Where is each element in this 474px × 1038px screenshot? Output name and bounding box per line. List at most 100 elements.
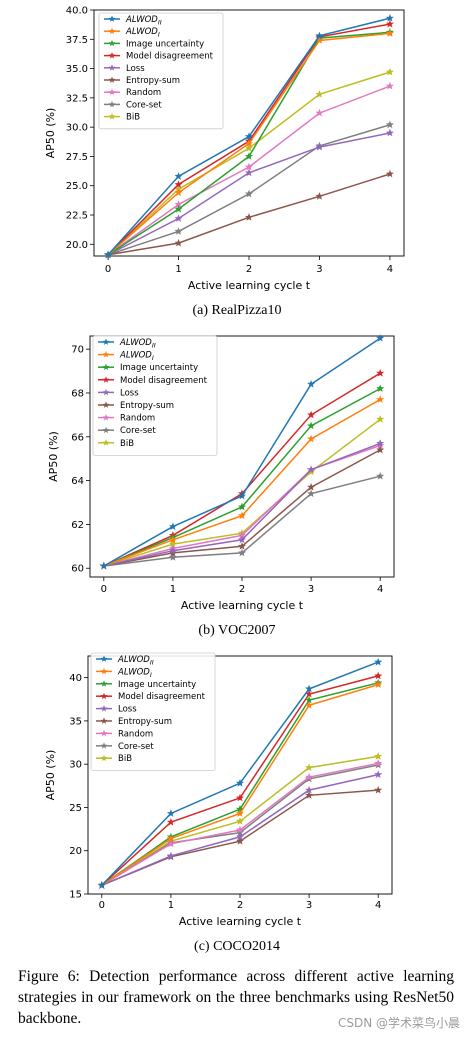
data-point-entropy-sum (238, 542, 246, 550)
x-tick-label: 4 (387, 264, 393, 275)
data-point-random (385, 81, 394, 90)
data-point-alwod-ii (104, 250, 113, 259)
series-alwod-ii (104, 14, 394, 259)
data-point-alwod-i (245, 139, 253, 147)
data-point-random (315, 108, 324, 117)
x-tick-label: 1 (175, 264, 181, 275)
x-tick-label: 3 (316, 264, 322, 275)
data-point-loss (166, 851, 175, 860)
data-point-random (238, 531, 246, 539)
data-point-model-disagreement (236, 793, 244, 802)
data-point-loss (238, 535, 246, 544)
data-point-alwod-i (168, 535, 177, 544)
data-point-alwod-i (166, 834, 175, 842)
data-point-bib (315, 90, 324, 98)
series-entropy-sum (104, 169, 394, 259)
x-tick-label: 2 (237, 900, 243, 911)
data-point-alwod-i (307, 434, 316, 443)
data-point-image-uncertainty (305, 695, 314, 704)
figure-caption: Figure 6: Detection performance across d… (18, 968, 454, 1027)
y-tick-label: 25.0 (66, 181, 88, 192)
x-tick-label: 4 (375, 900, 381, 911)
y-tick-label: 70 (71, 345, 84, 356)
watermark: CSDN @学术菜鸟小晨 (337, 1016, 460, 1030)
legend-marker-image-uncertainty (100, 680, 108, 687)
data-point-loss (305, 785, 314, 794)
data-point-model-disagreement (305, 689, 314, 698)
data-point-alwod-ii (385, 14, 394, 22)
data-point-image-uncertainty (307, 421, 316, 430)
legend-marker-entropy-sum (108, 76, 116, 83)
data-point-bib (385, 67, 394, 76)
legend-label-bib: BiB (120, 439, 134, 449)
legend-marker-image-uncertainty (102, 363, 110, 371)
legend-label-loss: Loss (118, 705, 137, 715)
data-point-random (236, 825, 244, 834)
legend-label-alwod-ii: ALWODII (119, 338, 156, 350)
data-point-bib (236, 817, 244, 825)
subcaption-a: (a) RealPizza10 (192, 303, 282, 318)
x-tick-label: 1 (168, 900, 174, 911)
x-tick-label: 4 (377, 584, 383, 595)
y-tick-label: 30 (69, 760, 82, 771)
legend-marker-loss (102, 388, 110, 396)
x-tick-label: 0 (99, 900, 105, 911)
data-point-alwod-ii (236, 779, 244, 787)
legend-marker-core-set (100, 742, 108, 749)
legend-marker-alwod-ii (108, 15, 116, 22)
data-point-bib (376, 415, 385, 423)
legend-label-model-disagreement: Model disagreement (126, 52, 214, 62)
y-axis-label: AP50 (%) (44, 108, 57, 159)
legend-marker-core-set (102, 426, 110, 434)
legend-marker-alwod-ii (100, 655, 108, 662)
data-point-loss (245, 168, 253, 177)
data-point-entropy-sum (374, 785, 383, 794)
data-point-loss (374, 770, 383, 778)
y-axis-label: AP50 (%) (44, 750, 57, 801)
legend-label-entropy-sum: Entropy-sum (126, 76, 180, 86)
chart-realpizza10: 0 1 2 3 4 20.0 22.5 25.0 27.5 30.0 32.5 35.0 37.5 40.… (44, 6, 405, 292)
x-axis-label: Active learning cycle t (188, 279, 311, 292)
data-point-alwod-i (374, 680, 383, 688)
data-point-alwod-i (305, 701, 314, 709)
legend-label-model-disagreement: Model disagreement (120, 376, 208, 386)
data-point-image-uncertainty (376, 384, 385, 392)
data-point-random (245, 162, 253, 171)
y-axis-label: AP50 (%) (47, 431, 60, 482)
y-tick-label: 68 (71, 388, 84, 399)
legend-label-random: Random (120, 414, 155, 424)
legend-marker-model-disagreement (108, 52, 116, 59)
data-point-alwod-i (236, 809, 244, 817)
data-point-entropy-sum (245, 213, 253, 221)
legend-label-entropy-sum: Entropy-sum (120, 401, 174, 411)
y-tick-label: 35.0 (66, 64, 88, 75)
data-point-loss (174, 214, 183, 222)
legend-marker-alwod-ii (102, 338, 110, 345)
data-point-entropy-sum (307, 483, 316, 491)
data-point-random (374, 759, 383, 767)
data-point-entropy-sum (315, 192, 324, 200)
data-point-entropy-sum (174, 238, 183, 247)
legend-label-alwod-ii: ALWODII (125, 15, 162, 27)
legend-label-alwod-ii: ALWODII (117, 655, 154, 667)
data-point-alwod-ii (376, 334, 385, 342)
series-alwod-ii (99, 334, 385, 570)
data-point-alwod-ii (99, 561, 108, 570)
legend-label-image-uncertainty: Image uncertainty (126, 39, 204, 49)
data-point-entropy-sum (376, 445, 385, 454)
legend-marker-model-disagreement (100, 692, 108, 700)
legend-label-core-set: Core-set (118, 742, 154, 752)
legend-marker-loss (108, 64, 116, 71)
data-point-alwod-ii (245, 132, 253, 140)
data-point-alwod-ii (374, 657, 383, 666)
data-point-alwod-ii (238, 491, 246, 500)
legend-label-subscript: II (158, 19, 162, 27)
data-point-model-disagreement (174, 180, 183, 188)
legend-marker-model-disagreement (102, 376, 110, 383)
y-tick-label: 15 (69, 890, 82, 901)
data-point-alwod-ii (97, 881, 106, 889)
y-tick-label: 25 (69, 803, 82, 814)
data-point-model-disagreement (385, 19, 394, 28)
data-point-loss (307, 465, 316, 473)
